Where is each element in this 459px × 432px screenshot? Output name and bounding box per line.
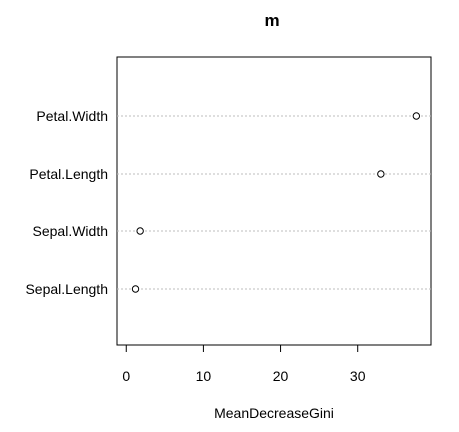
chart-title: m <box>264 11 279 30</box>
x-tick-label-20: 20 <box>273 368 289 384</box>
x-tick-label-30: 30 <box>350 368 366 384</box>
category-label-sepal-width: Sepal.Width <box>33 223 108 239</box>
point-petal-width <box>412 112 421 120</box>
point-sepal-length <box>131 285 140 293</box>
x-tick-label-10: 10 <box>196 368 212 384</box>
category-label-sepal-length: Sepal.Length <box>25 281 108 297</box>
category-label-petal-width: Petal.Width <box>36 108 108 124</box>
plot-frame <box>116 56 432 346</box>
x-tick-label-0: 0 <box>122 368 130 384</box>
point-petal-length <box>377 170 385 178</box>
x-axis-label: MeanDecreaseGini <box>214 405 334 421</box>
point-sepal-width <box>136 227 144 235</box>
category-label-petal-length: Petal.Length <box>29 166 108 182</box>
